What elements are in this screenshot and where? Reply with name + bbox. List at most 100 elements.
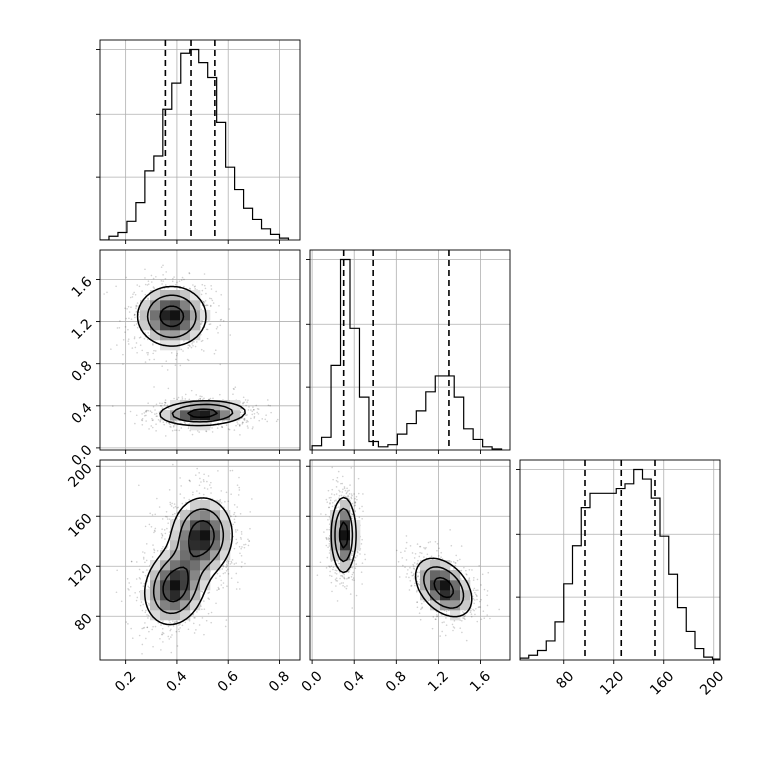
sample-point — [161, 547, 163, 550]
sample-point — [476, 620, 479, 623]
sample-point — [180, 427, 183, 429]
sample-point — [131, 296, 134, 298]
sample-point — [255, 404, 258, 407]
x-tick-label-1: 0.4 — [341, 668, 368, 695]
sample-point — [420, 602, 423, 605]
sample-point — [473, 602, 475, 605]
sample-point — [173, 276, 175, 278]
sample-point — [144, 525, 147, 528]
x-tick-label-0: 0.0 — [299, 668, 326, 695]
sample-point — [142, 556, 145, 559]
density-cell — [170, 580, 181, 591]
sample-point — [351, 607, 354, 609]
sample-point — [235, 538, 238, 541]
sample-point — [169, 501, 171, 504]
sample-point — [163, 423, 166, 426]
sample-point — [416, 543, 419, 545]
sample-point — [220, 425, 223, 428]
sample-point — [136, 302, 139, 304]
sample-point — [253, 408, 255, 411]
sample-point — [343, 486, 346, 488]
y-tick-label-0: 80 — [72, 611, 96, 635]
density-cell — [140, 300, 151, 311]
density-cell — [180, 410, 191, 421]
sample-point — [134, 346, 137, 349]
sample-point — [459, 627, 462, 629]
density-cell — [180, 610, 191, 621]
density-contours — [143, 497, 233, 626]
sample-point — [453, 568, 455, 570]
sample-point — [361, 505, 363, 508]
density-cell — [170, 560, 181, 571]
sample-point — [354, 502, 356, 504]
sample-point — [247, 427, 249, 429]
density-shading — [140, 500, 231, 621]
sample-point — [198, 484, 201, 487]
sample-point — [198, 492, 201, 495]
sample-point — [330, 560, 333, 562]
sample-point — [164, 401, 166, 404]
sample-point — [349, 593, 352, 595]
sample-point — [116, 344, 118, 346]
sample-point — [209, 305, 212, 308]
sample-point — [435, 615, 438, 618]
sample-point — [146, 626, 149, 629]
sample-point — [465, 573, 467, 575]
sample-point — [194, 474, 197, 476]
sample-point — [346, 578, 348, 580]
sample-point — [198, 431, 201, 433]
sample-point — [166, 369, 169, 371]
sample-point — [192, 345, 194, 347]
sample-point — [179, 493, 182, 495]
sample-point — [221, 426, 223, 428]
sample-point — [233, 388, 235, 391]
histogram-panel-0 — [96, 39, 301, 244]
sample-point — [162, 274, 164, 276]
sample-point — [188, 272, 191, 275]
sample-point — [354, 504, 357, 507]
sample-point — [174, 505, 177, 508]
sample-point — [478, 606, 481, 608]
sample-point — [248, 540, 251, 542]
sample-point — [201, 398, 204, 401]
density-cell — [160, 550, 171, 561]
sample-point — [249, 511, 252, 513]
density-cell — [200, 310, 211, 321]
sample-point — [221, 426, 224, 429]
sample-point — [238, 476, 240, 479]
sample-point — [414, 552, 417, 555]
sample-point — [183, 340, 185, 342]
sample-point — [461, 610, 464, 613]
sample-point — [418, 584, 421, 586]
sample-point — [172, 425, 175, 428]
sample-point — [243, 543, 245, 546]
density-cell — [170, 570, 181, 581]
density-cell — [200, 500, 211, 511]
sample-point — [333, 500, 336, 502]
sample-point — [201, 395, 203, 398]
sample-point — [331, 505, 334, 508]
sample-point — [361, 538, 363, 541]
sample-point — [127, 623, 129, 625]
sample-point — [336, 476, 339, 479]
sample-point — [219, 324, 222, 327]
sample-point — [238, 425, 241, 427]
sample-point — [420, 608, 422, 610]
sample-point — [165, 271, 167, 273]
sample-point — [181, 398, 184, 400]
sample-point — [486, 594, 488, 597]
sample-point — [253, 415, 256, 418]
density-cell — [440, 560, 451, 571]
sample-point — [230, 493, 232, 496]
sample-point — [126, 578, 129, 580]
sample-point — [336, 600, 339, 602]
sample-point — [203, 633, 205, 636]
sample-point — [475, 594, 478, 597]
sample-point — [135, 307, 137, 310]
sample-point — [161, 535, 164, 537]
density-cell — [190, 580, 201, 591]
sample-point — [461, 619, 463, 622]
sample-point — [190, 389, 193, 392]
sample-point — [338, 489, 340, 492]
sample-point — [410, 584, 413, 587]
